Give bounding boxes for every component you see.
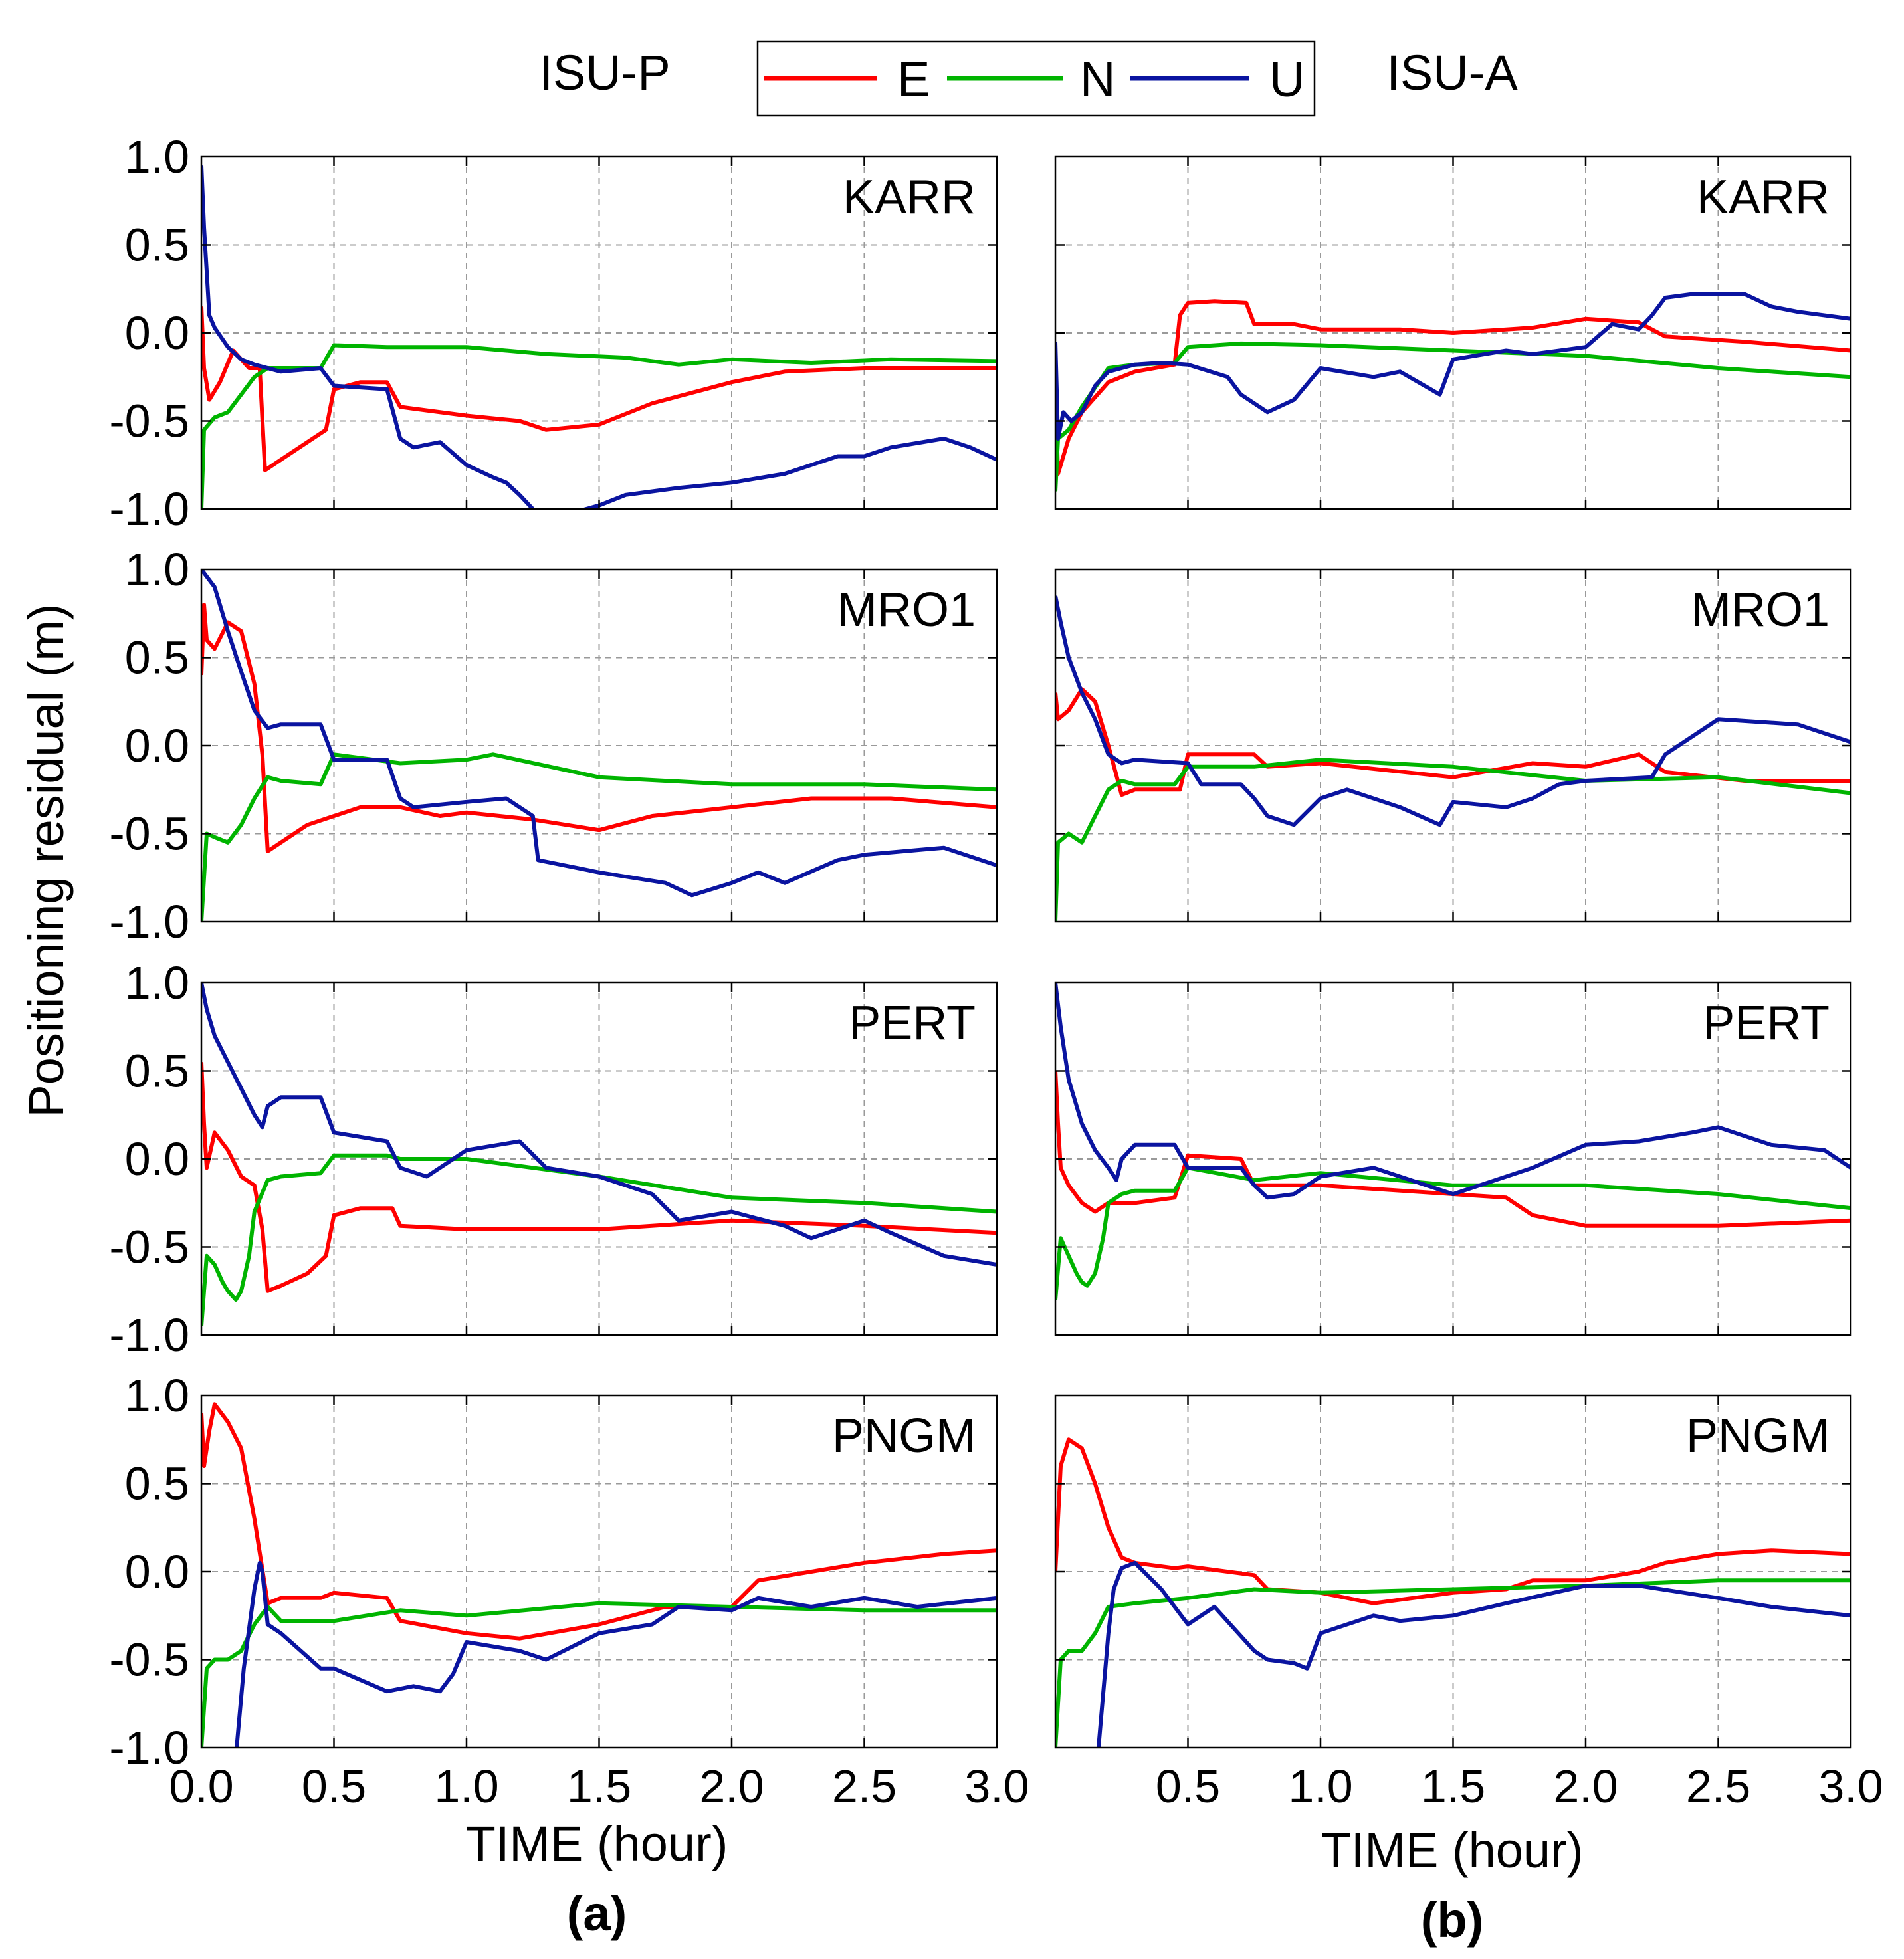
series-line-e [201,1062,997,1293]
station-label: MRO1 [1691,583,1830,637]
y-tick-label: 1.0 [125,131,189,183]
y-tick-label: 0.5 [125,632,189,684]
x-tick-label: 2.0 [699,1760,764,1812]
series-line-u [235,1560,997,1748]
station-label: KARR [843,171,976,224]
series-line-u [201,569,997,898]
y-tick-label: -0.5 [109,808,189,860]
y-tick-label: 1.0 [125,544,189,595]
x-axis-title-left: TIME (hour) [466,1816,728,1871]
x-tick-label: 1.0 [434,1760,498,1812]
station-label: PERT [849,997,976,1050]
y-tick-label: -1.0 [109,1309,189,1361]
series-group [201,165,997,509]
legend-label-e: E [897,52,930,107]
station-label: PNGM [832,1409,976,1463]
station-label: MRO1 [837,583,976,637]
y-tick-label: 0.5 [125,1045,189,1097]
series-line-n [1055,758,1851,922]
y-tick-label: 1.0 [125,957,189,1009]
y-tick-label: 0.5 [125,1458,189,1510]
y-tick-label: -0.5 [109,395,189,447]
method-title-right: ISU-A [1386,45,1518,100]
panel-isu-a-karr: KARR [1054,155,1852,510]
y-tick-label: -1.0 [109,483,189,535]
legend: E N U [756,40,1316,117]
x-tick-label: 0.5 [1156,1760,1220,1812]
panel-isu-a-pert: PERT [1054,981,1852,1336]
panel-isu-p-karr: KARR 1.0 0.5 0.0 -0.5 -1.0 [109,131,998,535]
series-line-u [1096,1560,1851,1748]
legend-label-u: U [1269,52,1305,107]
y-tick-label: -1.0 [109,896,189,948]
y-tick-label: 0.0 [125,720,189,772]
station-label: PNGM [1686,1409,1830,1463]
x-tick-label: 3.0 [964,1760,1029,1812]
station-label: PERT [1703,997,1830,1050]
panel-isu-a-pngm: PNGM 0.5 1.0 1.5 2.0 2.5 3.0 [1054,1394,1883,1812]
series-group [1055,1437,1851,1748]
panel-letter-a: (a) [567,1886,627,1941]
y-axis-title: Positioning residual (m) [19,603,74,1117]
x-tick-label: 0.5 [302,1760,366,1812]
series-group [1055,595,1851,922]
series-line-n [1055,341,1851,492]
panels: KARR 1.0 0.5 0.0 -0.5 -1.0 KARR MRO1 1.0 0.5 0.0 -0… [109,131,1883,1812]
figure-header: ISU-P ISU-A E N U [539,40,1518,117]
panel-letter-b: (b) [1421,1893,1484,1948]
x-tick-label: 3.0 [1818,1760,1883,1812]
series-line-n [1055,1166,1851,1300]
series-line-u [1055,983,1851,1200]
panel-isu-p-mro1: MRO1 1.0 0.5 0.0 -0.5 -1.0 [109,544,998,948]
legend-label-n: N [1080,52,1115,107]
series-group [201,983,997,1327]
series-group [1055,292,1851,492]
series-line-u [1055,292,1851,441]
x-tick-label: 1.5 [1421,1760,1485,1812]
series-group [201,569,997,922]
series-line-n [201,343,997,509]
y-tick-label: 0.0 [125,1133,189,1185]
x-tick-label: 2.5 [1686,1760,1750,1812]
series-line-u [201,165,997,509]
x-tick-label: 2.0 [1553,1760,1618,1812]
y-tick-label: 0.0 [125,1546,189,1598]
method-title-left: ISU-P [539,45,670,100]
x-tick-label: 2.5 [832,1760,897,1812]
y-tick-label: -0.5 [109,1634,189,1686]
y-tick-label: -1.0 [109,1722,189,1774]
series-line-e [1055,687,1851,797]
series-line-e [201,1402,997,1641]
x-axis-title-right: TIME (hour) [1321,1823,1584,1878]
y-tick-label: 1.0 [125,1370,189,1421]
panel-isu-a-mro1: MRO1 [1054,568,1852,923]
panel-isu-p-pert: PERT 1.0 0.5 0.0 -0.5 -1.0 [109,957,998,1361]
series-line-u [1055,595,1851,827]
x-tick-label: 1.0 [1288,1760,1352,1812]
station-label: KARR [1697,171,1830,224]
y-tick-label: 0.0 [125,307,189,359]
x-tick-label: 0.0 [169,1760,233,1812]
series-line-e [1055,1071,1851,1228]
series-line-u [201,983,997,1267]
series-group [1055,983,1851,1300]
series-line-n [201,752,997,922]
x-tick-label: 1.5 [567,1760,631,1812]
series-group [201,1402,997,1748]
series-line-e [201,603,997,853]
y-tick-label: -0.5 [109,1221,189,1273]
series-line-e [1055,299,1851,476]
series-line-n [1055,1578,1851,1748]
y-tick-label: 0.5 [125,219,189,271]
